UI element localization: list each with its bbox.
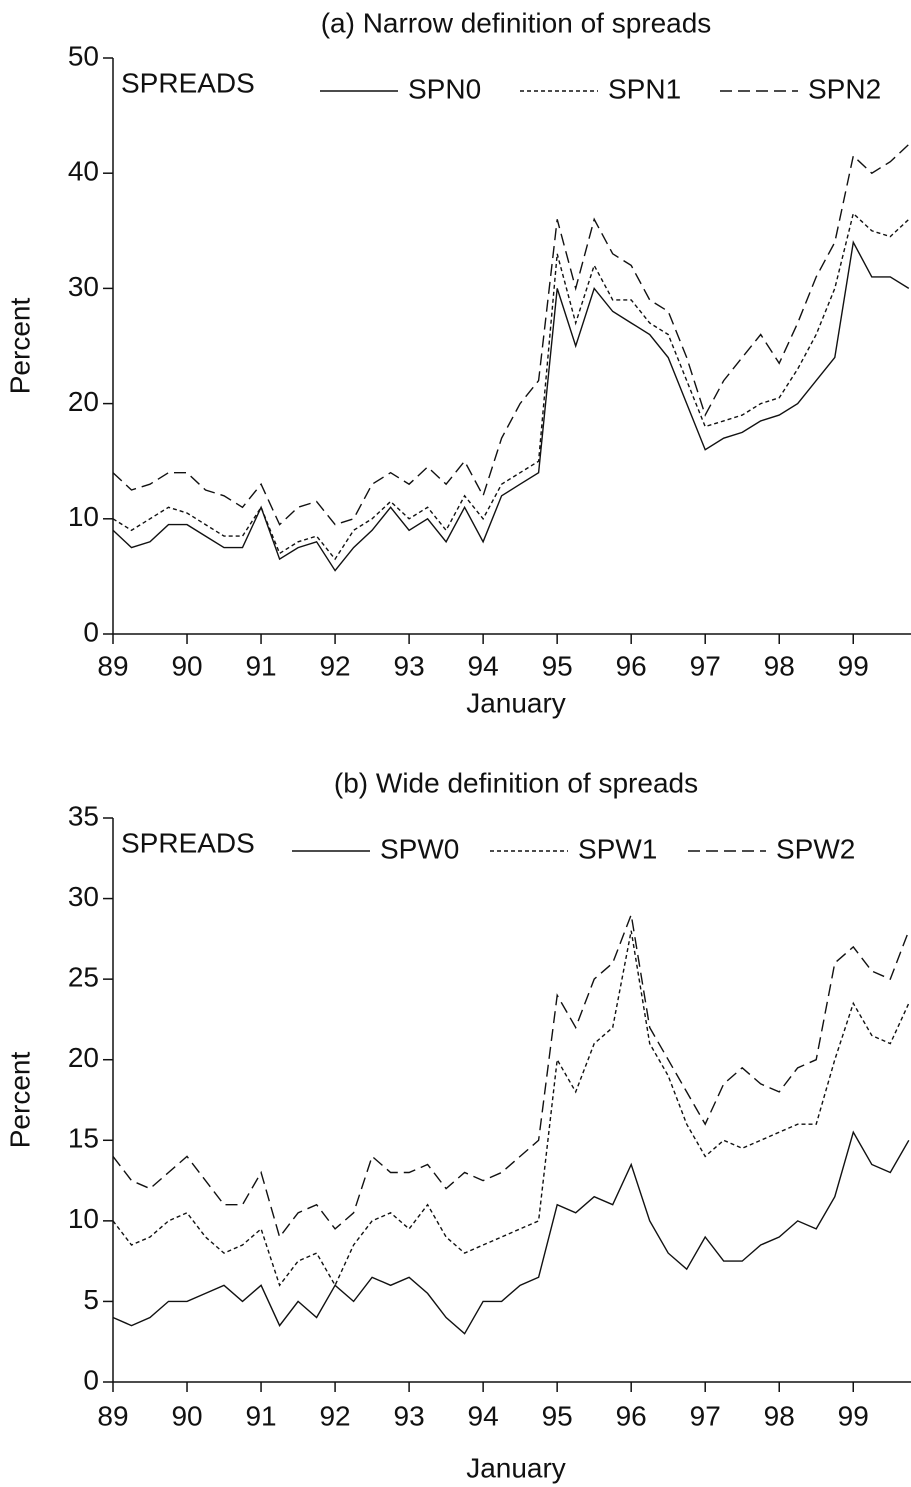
series-line [112,240,910,572]
y-tick-label: 25 [68,962,99,993]
series-line [112,912,910,1239]
x-tick-label: 95 [542,1400,573,1431]
series-line [112,143,910,526]
y-axis-label: Percent [4,298,35,395]
x-tick-label: 96 [616,1400,647,1431]
y-tick-label: 35 [68,800,99,831]
chart-title: (a) Narrow definition of spreads [321,7,712,38]
x-tick-label: 95 [542,650,573,681]
x-tick-label: 91 [245,1400,276,1431]
x-tick-label: 98 [764,1400,795,1431]
y-tick-label: 10 [68,1203,99,1234]
y-tick-label: 5 [83,1284,99,1315]
x-tick-label: 99 [838,1400,869,1431]
series-line [112,930,910,1287]
y-tick-label: 20 [68,1042,99,1073]
x-tick-label: 94 [468,650,499,681]
legend-title: SPREADS [121,67,255,98]
x-tick-label: 90 [171,650,202,681]
y-tick-label: 15 [68,1123,99,1154]
x-tick-label: 99 [838,650,869,681]
legend-label: SPW2 [776,833,855,864]
legend-label: SPN0 [408,73,481,104]
y-tick-label: 40 [68,156,99,187]
y-tick-label: 30 [68,881,99,912]
y-tick-label: 10 [68,501,99,532]
x-tick-label: 97 [690,1400,721,1431]
y-tick-label: 0 [83,616,99,647]
y-tick-label: 20 [68,386,99,417]
x-tick-label: 93 [394,1400,425,1431]
y-tick-label: 50 [68,40,99,71]
x-tick-label: 90 [171,1400,202,1431]
x-tick-label: 91 [245,650,276,681]
legend-label: SPN1 [608,73,681,104]
chart-title: (b) Wide definition of spreads [334,767,698,798]
x-tick-label: 89 [97,1400,128,1431]
x-tick-label: 94 [468,1400,499,1431]
x-tick-label: 92 [319,650,350,681]
legend-label: SPW0 [380,833,459,864]
x-tick-label: 96 [616,650,647,681]
series-line [112,212,910,561]
y-axis-label: Percent [4,1052,35,1149]
y-tick-label: 0 [83,1364,99,1395]
y-tick-label: 30 [68,271,99,302]
x-tick-label: 98 [764,650,795,681]
series-line [112,1130,910,1335]
legend-label: SPN2 [808,73,881,104]
legend-title: SPREADS [121,827,255,858]
x-axis-label: January [466,1452,566,1483]
x-tick-label: 92 [319,1400,350,1431]
x-tick-label: 97 [690,650,721,681]
x-tick-label: 89 [97,650,128,681]
x-axis-label: January [466,687,566,718]
legend-label: SPW1 [578,833,657,864]
x-tick-label: 93 [394,650,425,681]
